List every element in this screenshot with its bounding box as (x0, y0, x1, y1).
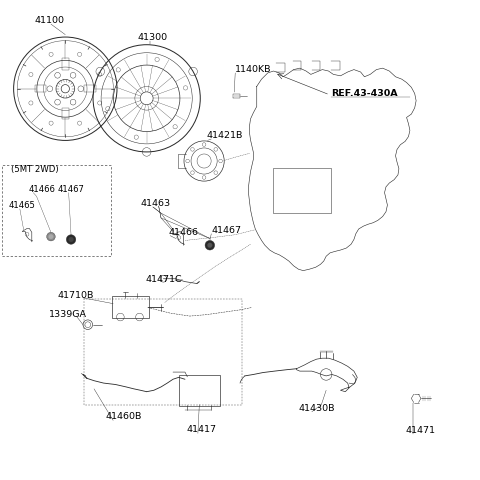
Text: 41430B: 41430B (299, 403, 335, 412)
Text: 41466: 41466 (28, 184, 55, 193)
Text: 41463: 41463 (141, 199, 170, 207)
Text: 1140KB: 1140KB (235, 65, 272, 74)
Text: 41710B: 41710B (57, 291, 94, 300)
Circle shape (47, 233, 55, 241)
Bar (62, 108, 69, 120)
Text: 41467: 41467 (57, 184, 84, 193)
Text: 1339GA: 1339GA (48, 309, 86, 318)
Circle shape (69, 238, 73, 242)
Bar (62, 59, 69, 71)
Text: 41100: 41100 (34, 16, 64, 25)
Text: 41417: 41417 (186, 424, 216, 433)
Text: 41471C: 41471C (145, 274, 182, 283)
Text: 41421B: 41421B (206, 131, 243, 140)
Text: 41460B: 41460B (105, 411, 142, 420)
Text: 41471: 41471 (405, 425, 435, 434)
Bar (84, 86, 96, 93)
Circle shape (48, 235, 53, 240)
Text: (5MT 2WD): (5MT 2WD) (11, 165, 59, 174)
Text: 41466: 41466 (168, 227, 198, 236)
Text: REF.43-430A: REF.43-430A (331, 89, 397, 97)
Circle shape (66, 235, 76, 245)
Circle shape (207, 243, 212, 248)
Text: 41467: 41467 (211, 225, 241, 234)
Circle shape (205, 241, 215, 251)
Text: 41300: 41300 (138, 33, 168, 42)
Text: 41465: 41465 (8, 201, 35, 209)
Bar (35, 86, 46, 93)
